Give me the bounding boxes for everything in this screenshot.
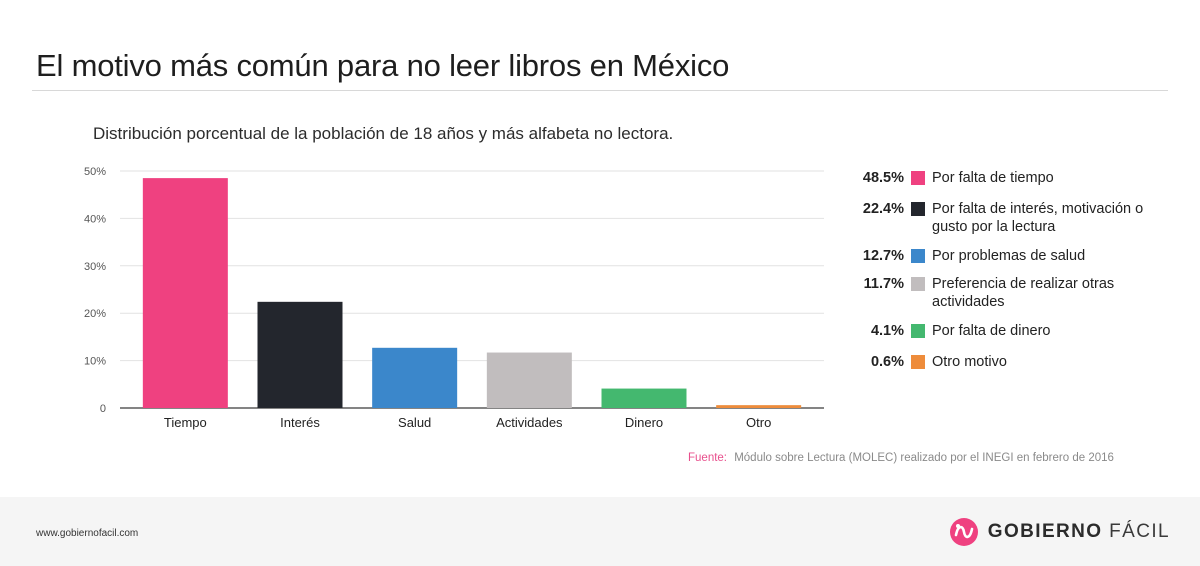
title-divider (32, 90, 1168, 91)
x-tick-label: Interés (280, 415, 320, 430)
legend-swatch (911, 171, 925, 185)
legend-label: Por falta de interés, motivación o gusto… (932, 201, 1144, 235)
y-tick-label: 40% (84, 213, 106, 225)
x-tick-label: Otro (746, 415, 771, 430)
legend-label: Preferencia de realizar otras actividade… (932, 276, 1115, 310)
x-tick-label: Actividades (496, 415, 563, 430)
website-link[interactable]: www.gobiernofacil.com (36, 528, 139, 539)
legend-value: 12.7% (862, 248, 904, 264)
y-tick-label: 20% (84, 308, 106, 320)
bar-dinero (601, 388, 687, 408)
legend-swatch (911, 202, 925, 216)
legend-item: 48.5% Por falta de tiempo (840, 169, 1170, 187)
legend-value: 4.1% (870, 323, 904, 339)
bars (142, 178, 802, 408)
legend-item: 12.7% Por problemas de salud (840, 247, 1170, 265)
brand-name-light: FÁCIL (1109, 521, 1170, 542)
page-title: El motivo más común para no leer libros … (36, 48, 730, 83)
bar-salud (372, 347, 458, 408)
x-tick-label: Tiempo (164, 415, 207, 430)
legend-label: Otro motivo (932, 354, 1007, 370)
source-text: Módulo sobre Lectura (MOLEC) realizado p… (734, 452, 1114, 464)
x-tick-label: Dinero (625, 415, 663, 430)
bar-otro (716, 405, 802, 408)
source-note: Fuente: Módulo sobre Lectura (MOLEC) rea… (688, 452, 1114, 464)
legend-label: Por problemas de salud (932, 248, 1086, 264)
y-axis-ticks: 0 10% 20% 30% 40% 50% (84, 166, 106, 415)
y-tick-label: 30% (84, 261, 106, 273)
legend-swatch (911, 277, 925, 291)
legend-value: 0.6% (870, 354, 904, 370)
bar-tiempo (142, 178, 228, 408)
legend-label: Por falta de dinero (932, 323, 1051, 339)
legend-value: 48.5% (862, 170, 904, 186)
footer: www.gobiernofacil.com GOBIERNO FÁCIL (0, 497, 1200, 566)
legend: 48.5% Por falta de tiempo 22.4% Por falt… (840, 169, 1170, 371)
legend-item: 22.4% Por falta de interés, motivación o… (840, 200, 1170, 236)
brand-name: GOBIERNO FÁCIL (988, 521, 1170, 543)
gridlines (120, 170, 824, 409)
brand-logo-lockup[interactable]: GOBIERNO FÁCIL (949, 517, 1170, 547)
bar-chart: 0 10% 20% 30% 40% 50% Tiempo Interés Salud Activ… (84, 166, 824, 430)
legend-item: 11.7% Preferencia de realizar otras acti… (840, 275, 1170, 311)
x-tick-label: Salud (398, 415, 431, 430)
legend-swatch (911, 324, 925, 338)
bar-interés (257, 301, 343, 408)
x-axis-ticks: Tiempo Interés Salud Actividades Dinero Otro (164, 415, 771, 430)
bar-actividades (486, 352, 572, 408)
legend-swatch (911, 355, 925, 369)
y-tick-label: 10% (84, 356, 106, 368)
legend-item: 4.1% Por falta de dinero (840, 322, 1170, 340)
source-label: Fuente: (688, 452, 727, 464)
y-tick-label: 50% (84, 166, 106, 178)
legend-value: 11.7% (863, 276, 904, 292)
y-tick-label: 0 (100, 403, 106, 415)
legend-swatch (911, 249, 925, 263)
legend-value: 22.4% (862, 201, 904, 217)
legend-item: 0.6% Otro motivo (840, 353, 1170, 371)
legend-label: Por falta de tiempo (932, 170, 1054, 186)
gobierno-facil-logo-icon (949, 518, 978, 546)
chart-subtitle: Distribución porcentual de la población … (93, 124, 674, 143)
brand-name-strong: GOBIERNO (987, 521, 1103, 542)
